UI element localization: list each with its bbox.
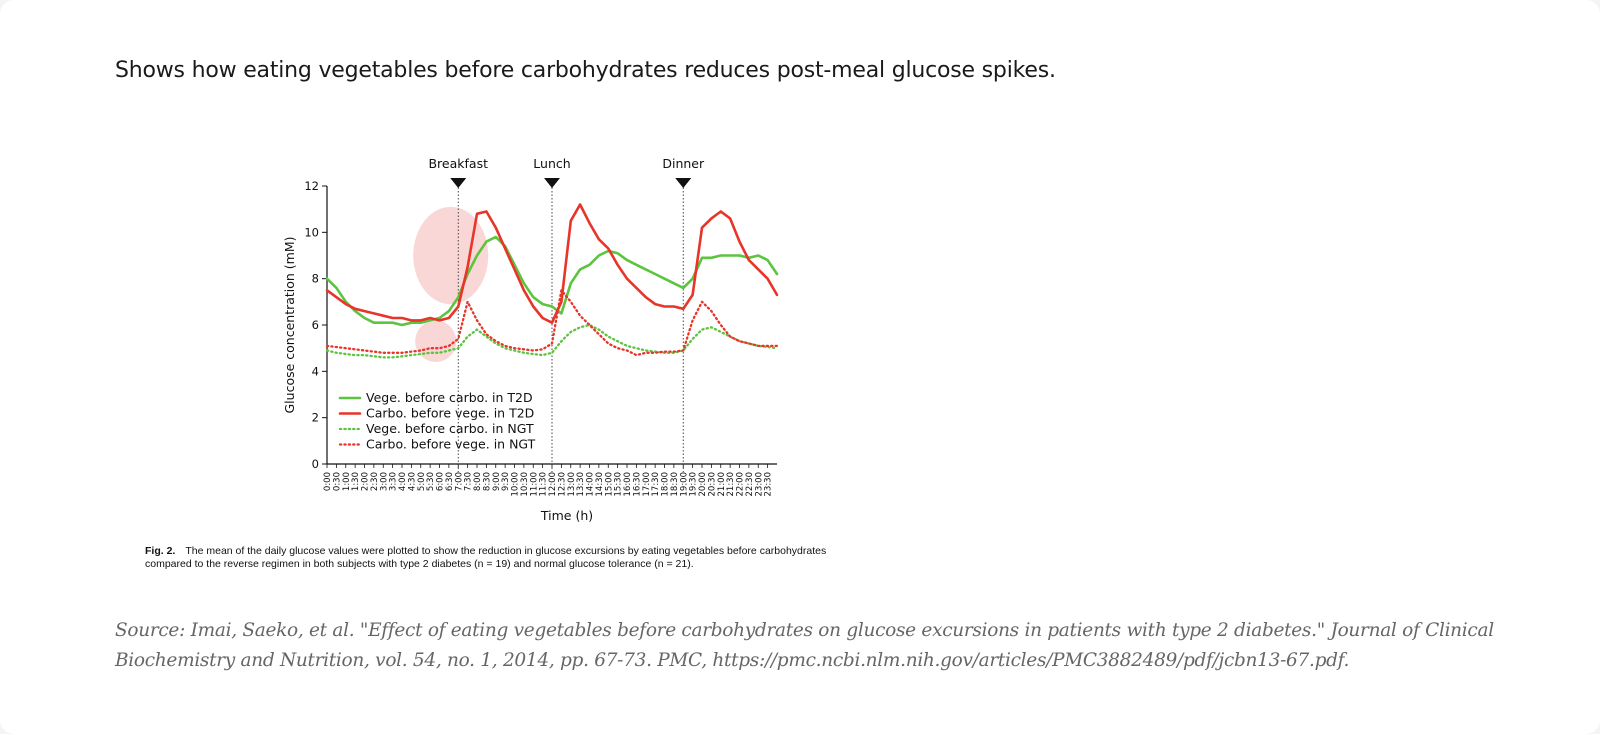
x-tick-label: 17:30 — [651, 472, 661, 497]
legend-entry: Vege. before carbo. in NGT — [366, 421, 534, 436]
series-line-3 — [325, 323, 779, 359]
x-tick-label: 6:00 — [436, 472, 446, 491]
x-tick-label: 4:30 — [407, 472, 417, 491]
y-tick-label: 12 — [304, 179, 319, 193]
x-tick-label: 5:30 — [426, 472, 436, 491]
legend-entry: Carbo. before vege. in T2D — [366, 406, 534, 421]
x-tick-label: 22:00 — [736, 472, 746, 497]
x-tick-label: 14:00 — [586, 472, 596, 497]
caption-label: Fig. 2. — [145, 545, 176, 557]
series-line-1 — [325, 235, 779, 327]
x-tick-label: 0:30 — [332, 472, 342, 491]
x-tick-label: 23:00 — [754, 472, 764, 497]
x-tick-label: 17:00 — [642, 472, 652, 497]
y-tick-label: 10 — [304, 225, 319, 239]
y-tick-label: 8 — [312, 272, 319, 286]
y-tick-label: 2 — [312, 411, 319, 425]
meal-arrow-icon — [450, 178, 467, 188]
legend-entry: Vege. before carbo. in T2D — [366, 390, 533, 405]
x-tick-label: 15:00 — [604, 472, 614, 497]
x-tick-label: 20:00 — [698, 472, 708, 497]
source-citation: Source: Imai, Saeko, et al. "Effect of e… — [115, 616, 1515, 676]
x-tick-label: 1:30 — [351, 472, 361, 491]
series-line-4 — [325, 289, 779, 357]
x-tick-label: 9:30 — [501, 472, 511, 491]
x-tick-label: 8:00 — [473, 472, 483, 491]
x-tick-label: 6:30 — [445, 472, 455, 491]
y-tick-label: 4 — [312, 364, 319, 378]
caption-line-2: compared to the reverse regimen in both … — [145, 558, 694, 570]
x-tick-label: 9:00 — [492, 472, 502, 491]
x-tick-label: 11:30 — [539, 472, 549, 497]
x-tick-label: 23:30 — [764, 472, 774, 497]
meal-label: Lunch — [533, 156, 570, 171]
x-tick-label: 0:00 — [323, 472, 333, 491]
x-tick-label: 18:00 — [661, 472, 671, 497]
x-tick-label: 7:00 — [454, 472, 464, 491]
x-tick-label: 5:00 — [417, 472, 427, 491]
source-line-2: Biochemistry and Nutrition, vol. 54, no.… — [115, 650, 1350, 671]
x-tick-label: 22:30 — [745, 472, 755, 497]
x-tick-label: 19:30 — [689, 472, 699, 497]
caption-line-1: The mean of the daily glucose values wer… — [185, 545, 827, 557]
source-line-1: Source: Imai, Saeko, et al. "Effect of e… — [115, 620, 1494, 641]
highlight-ellipse-1 — [413, 206, 489, 305]
x-tick-label: 19:00 — [679, 472, 689, 497]
x-tick-label: 15:30 — [614, 472, 624, 497]
glucose-chart: 0 2 4 6 8 10 12 0:00 0:30 1:00 1:30 2:00 2:30 3:00 3:3… — [282, 156, 779, 523]
x-tick-label: 2:00 — [361, 472, 371, 491]
x-tick-label: 16:30 — [632, 472, 642, 497]
meal-arrow-icon — [544, 178, 560, 188]
x-tick-label: 11:00 — [529, 472, 539, 497]
x-tick-label: 12:00 — [548, 472, 558, 497]
x-tick-label: 13:30 — [576, 472, 586, 497]
highlight-ellipse-2 — [415, 320, 457, 363]
x-tick-label: 20:30 — [707, 472, 717, 497]
x-tick-label: 16:00 — [623, 472, 633, 497]
x-tick-label: 7:30 — [464, 472, 474, 491]
y-tick-label: 0 — [312, 457, 319, 471]
x-tick-label: 12:30 — [557, 472, 567, 497]
x-tick-label: 4:00 — [398, 472, 408, 491]
x-tick-label: 8:30 — [482, 472, 492, 491]
x-tick-label: 18:30 — [670, 472, 680, 497]
meal-label: Dinner — [662, 156, 705, 171]
x-tick-label: 2:30 — [370, 472, 380, 491]
y-axis-label: Glucose concentration (mM) — [282, 236, 297, 413]
x-tick-label: 21:00 — [717, 472, 727, 497]
legend-entry: Carbo. before vege. in NGT — [366, 437, 536, 452]
figure-caption: Fig. 2. The mean of the daily glucose val… — [145, 545, 965, 571]
x-tick-label: 3:00 — [379, 472, 389, 491]
x-axis-label: Time (h) — [540, 508, 593, 523]
x-tick-label: 21:30 — [726, 472, 736, 497]
intro-text: Shows how eating vegetables before carbo… — [115, 58, 1056, 83]
x-tick-label: 10:00 — [511, 472, 521, 497]
meal-arrow-icon — [675, 178, 692, 188]
x-tick-label: 1:00 — [342, 472, 352, 491]
series-line-2 — [325, 203, 779, 324]
figure: 0 2 4 6 8 10 12 0:00 0:30 1:00 1:30 2:00 2:30 3:00 3:3… — [140, 150, 960, 580]
x-tick-label: 14:30 — [595, 472, 605, 497]
y-tick-label: 6 — [312, 318, 319, 332]
x-tick-label: 13:00 — [567, 472, 577, 497]
x-tick-label: 3:30 — [389, 472, 399, 491]
x-tick-label: 10:30 — [520, 472, 530, 497]
meal-label: Breakfast — [428, 156, 488, 171]
